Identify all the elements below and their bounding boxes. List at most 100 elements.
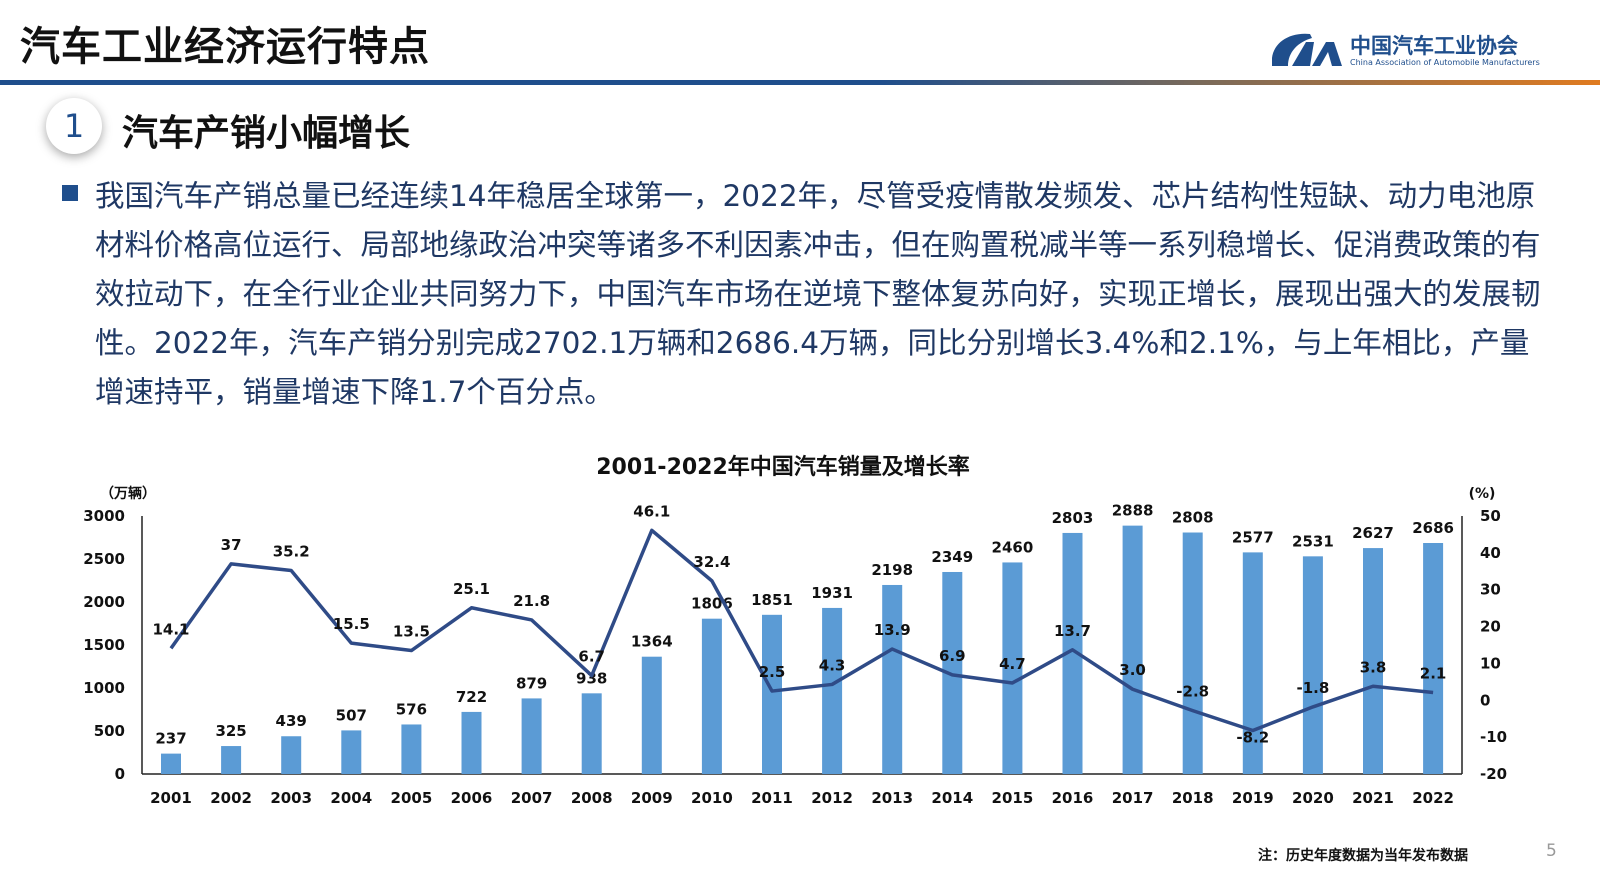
x-tick-label: 2010 (691, 789, 733, 807)
growth-value-label: 25.1 (453, 580, 490, 598)
x-tick-label: 2014 (931, 789, 973, 807)
sales-bar (1002, 562, 1023, 774)
growth-value-label: 14.1 (152, 620, 189, 638)
x-tick-label: 2017 (1112, 789, 1154, 807)
bar-value-label: 722 (456, 688, 487, 706)
sales-bar (641, 656, 662, 774)
bar-value-label: 1851 (751, 591, 793, 609)
right-tick-label: 20 (1480, 618, 1501, 636)
growth-rate-line (169, 528, 1434, 733)
growth-value-label: 6.9 (939, 647, 966, 665)
x-tick-label: 2001 (150, 789, 192, 807)
section-title: 汽车产销小幅增长 (122, 113, 411, 154)
growth-value-label: 4.3 (819, 656, 846, 674)
growth-value-label: 13.5 (393, 623, 430, 641)
logo-text-en: China Association of Automobile Manufact… (1350, 58, 1540, 67)
bar-value-label: 439 (276, 712, 307, 730)
sales-bar (221, 746, 242, 774)
left-axis-unit: （万辆） (100, 485, 156, 502)
body-paragraph: 我国汽车产销总量已经连续14年稳居全球第一，2022年，尽管受疫情散发频发、芯片… (95, 179, 1541, 409)
x-tick-label: 2006 (451, 789, 493, 807)
left-tick-label: 3000 (83, 507, 125, 525)
sales-bar (1363, 548, 1383, 774)
left-tick-label: 1500 (83, 636, 125, 654)
right-tick-label: 50 (1480, 507, 1501, 525)
right-tick-label: 40 (1480, 544, 1501, 562)
bar-value-label: 2808 (1172, 509, 1214, 527)
right-tick-label: 30 (1480, 581, 1501, 599)
header-divider (0, 80, 1600, 85)
x-tick-label: 2008 (571, 789, 613, 807)
right-tick-label: -10 (1480, 728, 1507, 746)
left-tick-label: 1000 (83, 679, 125, 697)
bar-value-label: 2686 (1412, 519, 1454, 537)
x-tick-label: 2019 (1232, 789, 1274, 807)
caam-logo: 中国汽车工业协会 China Association of Automobile… (1270, 28, 1570, 73)
left-tick-label: 2000 (83, 593, 125, 611)
x-tick-label: 2005 (391, 789, 433, 807)
chart-title: 2001-2022年中国汽车销量及增长率 (596, 454, 970, 480)
bar-value-label: 2803 (1052, 509, 1094, 527)
growth-value-label: 13.9 (874, 621, 911, 639)
x-tick-label: 2021 (1352, 789, 1394, 807)
x-tick-label: 2022 (1412, 789, 1454, 807)
right-tick-label: 10 (1480, 654, 1501, 672)
sales-bar (341, 730, 362, 774)
bar-value-label: 879 (516, 674, 547, 692)
sales-bar (281, 736, 302, 774)
x-tick-label: 2015 (992, 789, 1034, 807)
left-tick-label: 2500 (83, 550, 125, 568)
bar-value-label: 2627 (1352, 524, 1394, 542)
bar-value-label: 2531 (1292, 532, 1334, 550)
x-tick-label: 2003 (270, 789, 312, 807)
bar-value-label: 2198 (871, 561, 913, 579)
x-tick-label: 2002 (210, 789, 252, 807)
growth-value-label: -2.8 (1176, 683, 1209, 701)
bar-value-label: 2888 (1112, 502, 1154, 520)
sales-bar (1062, 532, 1083, 774)
sales-bar (1122, 525, 1143, 774)
growth-value-label: 2.5 (759, 663, 786, 681)
x-tick-label: 2016 (1052, 789, 1094, 807)
bar-value-label: 1364 (631, 633, 673, 651)
footnote: 注：历史年度数据为当年发布数据 (1258, 848, 1468, 864)
growth-value-label: 15.5 (333, 615, 370, 633)
sales-bar (581, 693, 602, 774)
right-axis-unit: (%) (1469, 486, 1496, 502)
bar-value-label: 1931 (811, 584, 853, 602)
growth-value-label: 37 (221, 536, 242, 554)
slide-title: 汽车工业经济运行特点 (20, 24, 430, 70)
growth-value-label: 3.8 (1360, 658, 1387, 676)
x-tick-label: 2012 (811, 789, 853, 807)
sales-bar (1302, 556, 1323, 774)
sales-bar (401, 724, 422, 774)
bar-value-label: 2460 (992, 538, 1034, 556)
growth-value-label: 2.1 (1420, 665, 1447, 683)
growth-value-label: 46.1 (633, 502, 670, 520)
sales-bar (1242, 552, 1263, 774)
left-tick-label: 0 (115, 765, 125, 783)
bar-value-label: 576 (396, 700, 427, 718)
x-tick-label: 2018 (1172, 789, 1214, 807)
growth-value-label: -8.2 (1236, 729, 1269, 747)
page-number: 5 (1546, 841, 1557, 861)
right-tick-label: 0 (1480, 691, 1490, 709)
growth-value-label: 4.7 (999, 655, 1026, 673)
bullet-icon (62, 185, 78, 201)
growth-value-label: 6.7 (578, 648, 605, 666)
right-tick-label: -20 (1480, 765, 1507, 783)
growth-value-label: 32.4 (693, 553, 730, 571)
bar-value-label: 2577 (1232, 528, 1274, 546)
bar-value-label: 507 (336, 706, 367, 724)
left-tick-label: 500 (94, 722, 125, 740)
section-number: 1 (46, 98, 102, 154)
bar-value-label: 237 (155, 730, 186, 748)
x-tick-label: 2011 (751, 789, 793, 807)
x-tick-label: 2009 (631, 789, 673, 807)
x-tick-label: 2013 (871, 789, 913, 807)
sales-bar (521, 698, 542, 774)
growth-value-label: 21.8 (513, 592, 550, 610)
sales-bar (701, 618, 722, 774)
logo-text-cn: 中国汽车工业协会 (1350, 34, 1518, 58)
